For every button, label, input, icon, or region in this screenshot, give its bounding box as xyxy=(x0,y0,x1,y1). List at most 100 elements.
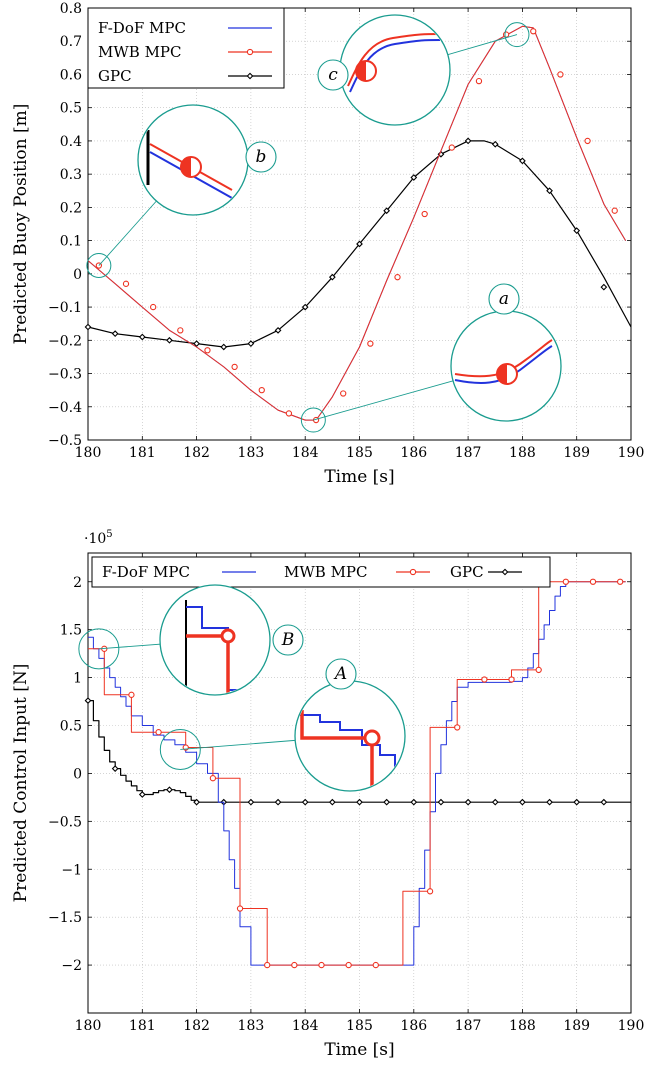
zoom-a: a xyxy=(300,283,562,433)
y-tick-label: −0.3 xyxy=(48,367,82,383)
marker-gpc xyxy=(166,786,173,794)
marker-mwb xyxy=(285,410,293,417)
y-tick-label: −2 xyxy=(61,958,82,974)
marker-mwb xyxy=(475,77,483,85)
x-tick-label: 181 xyxy=(129,445,156,461)
marker-gpc xyxy=(247,340,255,348)
y-tick-label: 0.1 xyxy=(60,234,82,250)
zoom-content xyxy=(185,600,240,694)
marker-mwb xyxy=(231,363,238,371)
marker-mwb xyxy=(589,578,597,585)
marker-gpc xyxy=(274,326,282,334)
y-tick-label: 0.8 xyxy=(60,1,82,17)
legend: F-DoF MPC MWB MPC GPC xyxy=(87,7,285,89)
x-tick-label: 180 xyxy=(75,1018,102,1034)
legend-marker xyxy=(246,72,254,80)
y-tick-label: 0.5 xyxy=(60,101,82,117)
x-tick-label: 183 xyxy=(238,1018,265,1034)
x-tick-label: 184 xyxy=(292,1018,319,1034)
marker-mwb xyxy=(258,387,265,394)
marker-gpc xyxy=(301,798,309,806)
marker-mwb xyxy=(122,280,130,287)
series-line-gpc xyxy=(87,140,632,348)
marker-gpc xyxy=(84,323,92,331)
marker-gpc xyxy=(437,150,445,158)
y-tick-label: −0.5 xyxy=(48,814,82,830)
zoom-content xyxy=(299,700,404,790)
marker-gpc xyxy=(220,343,228,351)
zoom-fdof xyxy=(299,700,404,771)
marker-gpc xyxy=(138,791,146,798)
marker-gpc xyxy=(546,187,553,195)
zoom-label: A xyxy=(333,664,347,684)
marker-gpc xyxy=(247,798,255,806)
marker-gpc xyxy=(519,798,526,806)
x-tick-label: 185 xyxy=(346,1018,373,1034)
zoom-label: B xyxy=(281,630,295,650)
marker-mwb xyxy=(128,691,135,698)
marker-mwb xyxy=(530,28,537,35)
marker-mwb xyxy=(291,961,298,969)
zoom-lens xyxy=(159,584,271,696)
y-tick-label: 2 xyxy=(73,575,82,591)
marker-gpc xyxy=(464,798,472,806)
marker-gpc xyxy=(193,340,200,348)
marker-mwb xyxy=(264,961,271,969)
zoom-marker-mwb-fill xyxy=(181,157,191,177)
marker-mwb xyxy=(345,961,352,969)
series-mwb xyxy=(87,25,627,424)
zoom-fdof xyxy=(186,606,240,691)
zoom-label: b xyxy=(256,147,267,167)
x-axis-label: Time [s] xyxy=(324,1040,394,1060)
x-tick-label: 182 xyxy=(183,1018,210,1034)
x-tick-label: 186 xyxy=(400,1018,427,1034)
marker-gpc xyxy=(383,207,391,215)
x-tick-label: 185 xyxy=(346,445,373,461)
x-tick-label: 189 xyxy=(563,1018,590,1034)
marker-mwb xyxy=(372,961,379,969)
marker-mwb xyxy=(557,71,564,78)
marker-mwb xyxy=(584,137,591,145)
legend-label: MWB MPC xyxy=(284,563,368,581)
legend-box xyxy=(91,556,551,588)
marker-mwb xyxy=(535,666,542,674)
marker-gpc xyxy=(166,336,173,344)
y-tick-label: 0.6 xyxy=(60,67,82,83)
x-tick-label: 188 xyxy=(509,1018,536,1034)
y-tick-label: −0.4 xyxy=(48,400,82,416)
zoom-label-circle xyxy=(488,283,520,315)
zoom-marker-mwb-fill xyxy=(356,61,366,81)
zoom-lens xyxy=(294,680,406,792)
marker-mwb xyxy=(318,961,325,969)
zoom-label-circle xyxy=(272,624,304,656)
marker-mwb xyxy=(426,888,434,895)
y-tick-label: −1 xyxy=(61,862,82,878)
marker-gpc xyxy=(328,273,336,281)
marker-gpc xyxy=(546,798,553,806)
marker-gpc xyxy=(111,330,119,338)
y-axis-label: Predicted Control Input [N] xyxy=(11,664,31,903)
y-tick-label: −1.5 xyxy=(48,910,82,926)
chart-control-input: 180 181 182 183 184 185 186 187 188 189 190 −2 −1.5 −… xyxy=(11,529,644,1060)
y-tick-label: 0 xyxy=(73,267,82,283)
marker-gpc xyxy=(437,798,445,806)
series-line-mwb xyxy=(87,25,627,421)
marker-mwb xyxy=(236,905,244,912)
x-tick-label: 190 xyxy=(618,1018,645,1034)
zoom-label-circle xyxy=(245,141,277,173)
x-tick-label: 182 xyxy=(183,445,210,461)
marker-gpc xyxy=(274,798,282,806)
zoom-label: c xyxy=(328,65,338,85)
zoom-b: b xyxy=(86,104,277,279)
x-tick-label: 186 xyxy=(400,445,427,461)
zoom-label-circle xyxy=(317,59,349,91)
y-tick-label: 0.2 xyxy=(60,200,82,216)
zoom-content xyxy=(146,130,233,199)
zoom-content xyxy=(347,33,441,93)
marker-gpc xyxy=(410,174,418,181)
zoom-fdof xyxy=(454,345,553,384)
marker-gpc xyxy=(356,240,363,248)
zoom-label: a xyxy=(499,289,509,309)
marker-gpc xyxy=(193,798,200,806)
y-tick-label: −0.5 xyxy=(48,433,82,449)
